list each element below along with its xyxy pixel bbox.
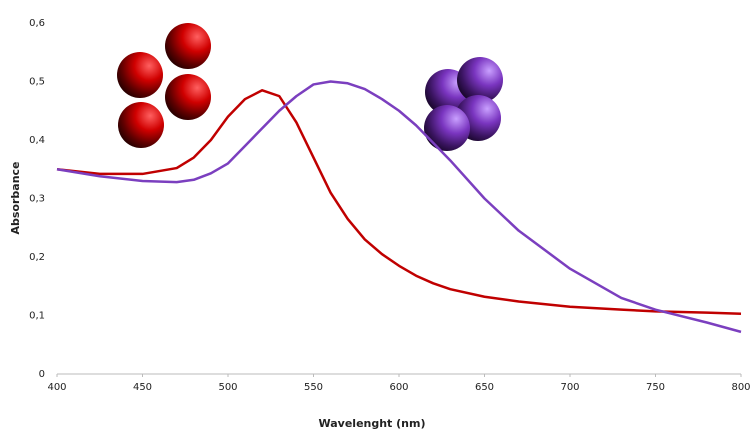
- x-tick-label: 750: [646, 382, 665, 393]
- x-tick-label: 450: [133, 382, 152, 393]
- line-series: [56, 89, 742, 315]
- x-axis-title: Wavelenght (nm): [319, 417, 426, 430]
- y-tick-label: 0,5: [29, 77, 45, 88]
- y-tick-label: 0,2: [29, 252, 45, 263]
- y-tick-label: 0,3: [29, 194, 45, 205]
- x-tick-label: 550: [304, 382, 323, 393]
- y-tick-label: 0,4: [29, 135, 45, 146]
- y-axis-title: Absorbance: [9, 161, 22, 234]
- line-series: [56, 80, 742, 334]
- red-particles: [117, 23, 211, 148]
- y-tick-label: 0: [39, 369, 45, 380]
- x-tick-label: 400: [47, 382, 66, 393]
- y-tick-label: 0,6: [29, 18, 45, 29]
- y-tick-label: 0,1: [29, 311, 45, 322]
- x-tick-label: 650: [475, 382, 494, 393]
- x-tick-label: 700: [560, 382, 579, 393]
- x-tick-label: 500: [218, 382, 237, 393]
- purple-particles: [424, 57, 503, 151]
- x-tick-label: 600: [389, 382, 408, 393]
- x-tick-label: 800: [731, 382, 750, 393]
